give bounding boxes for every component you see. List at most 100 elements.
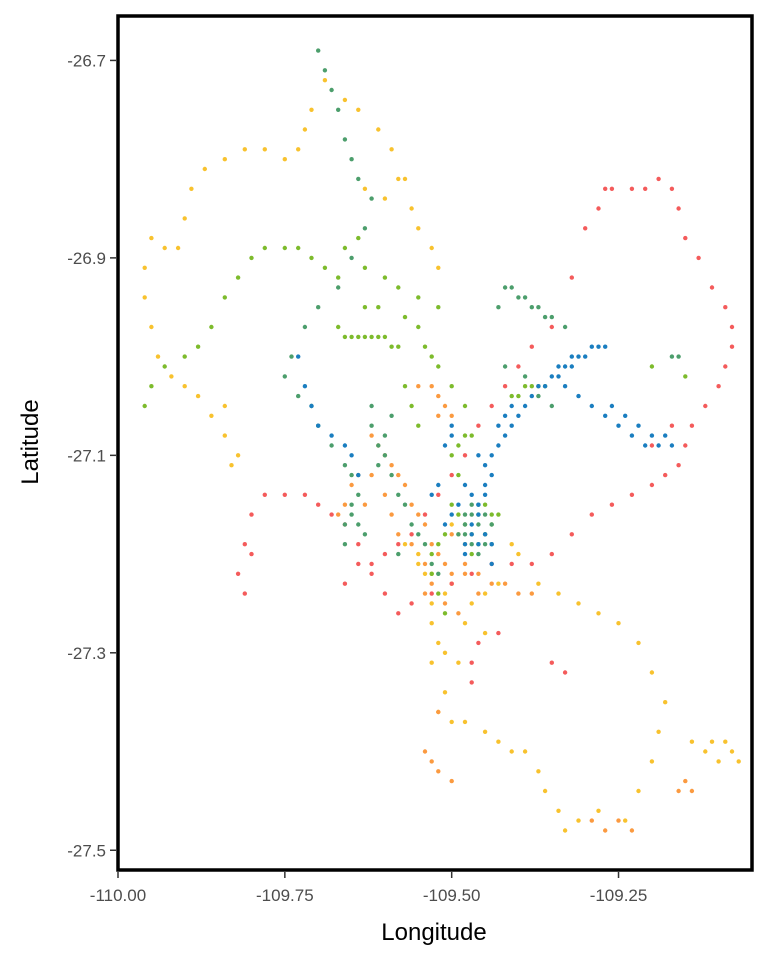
- data-point: [382, 433, 388, 438]
- data-point: [689, 788, 695, 794]
- data-point: [329, 443, 334, 448]
- data-point: [623, 818, 628, 823]
- data-point: [663, 472, 668, 478]
- data-point: [569, 364, 574, 369]
- data-point: [369, 472, 374, 478]
- data-point: [629, 492, 635, 497]
- data-point: [562, 364, 568, 369]
- data-point: [402, 542, 408, 547]
- data-point: [656, 729, 661, 734]
- data-point: [222, 295, 227, 300]
- data-point: [716, 759, 721, 764]
- data-point: [449, 453, 454, 458]
- data-point: [349, 482, 354, 488]
- data-point: [429, 581, 434, 586]
- data-point: [356, 561, 361, 567]
- data-point: [489, 561, 494, 567]
- data-point: [536, 393, 541, 399]
- data-point: [356, 176, 361, 182]
- data-point: [536, 305, 541, 310]
- data-point: [416, 551, 421, 557]
- data-point: [529, 591, 534, 596]
- y-tick-label: -27.3: [67, 644, 106, 663]
- data-point: [416, 226, 421, 231]
- data-point: [649, 670, 655, 675]
- data-point: [596, 808, 601, 813]
- y-tick-label: -27.1: [67, 446, 106, 465]
- data-point: [436, 591, 441, 596]
- data-point: [242, 591, 247, 596]
- x-tick-label: -110.00: [90, 886, 146, 905]
- data-point: [476, 453, 481, 458]
- data-point: [342, 542, 348, 547]
- data-point: [469, 542, 474, 547]
- data-point: [175, 245, 181, 251]
- data-point: [169, 374, 174, 379]
- data-point: [583, 354, 588, 359]
- data-point: [449, 423, 454, 428]
- data-point: [249, 255, 254, 261]
- data-point: [589, 403, 594, 409]
- data-point: [382, 453, 388, 458]
- data-point: [369, 561, 374, 567]
- data-point: [502, 581, 508, 586]
- data-point: [636, 423, 641, 428]
- data-point: [155, 354, 161, 359]
- data-point: [623, 413, 628, 418]
- data-point: [522, 749, 528, 754]
- data-point: [396, 344, 401, 349]
- data-point: [469, 601, 474, 606]
- x-tick-label: -109.25: [590, 886, 648, 905]
- data-point: [482, 492, 488, 497]
- data-point: [182, 354, 187, 359]
- data-point: [409, 206, 414, 211]
- data-point: [429, 571, 434, 576]
- data-point: [509, 403, 514, 409]
- data-point: [282, 492, 287, 497]
- panel-border: [116, 14, 754, 872]
- data-point: [409, 532, 414, 537]
- data-point: [596, 206, 601, 211]
- data-point: [569, 532, 574, 537]
- data-point: [509, 542, 514, 547]
- data-point: [502, 384, 508, 389]
- data-point: [349, 453, 354, 458]
- data-point: [342, 522, 348, 527]
- data-point: [629, 186, 635, 191]
- data-point: [502, 364, 508, 369]
- data-point: [342, 443, 348, 448]
- data-point: [389, 147, 394, 152]
- data-point: [529, 393, 534, 399]
- data-points: [142, 48, 741, 833]
- data-point: [296, 245, 301, 251]
- data-point: [462, 571, 468, 576]
- data-point: [549, 324, 554, 330]
- data-point: [142, 295, 147, 300]
- data-point: [422, 749, 428, 754]
- data-point: [509, 285, 514, 290]
- data-point: [436, 492, 441, 497]
- data-point: [496, 630, 501, 636]
- data-point: [536, 384, 541, 389]
- data-point: [489, 512, 494, 517]
- data-point: [142, 403, 147, 409]
- data-point: [322, 265, 328, 270]
- data-point: [529, 305, 534, 310]
- data-point: [476, 502, 481, 507]
- data-point: [436, 393, 441, 399]
- data-point: [683, 778, 688, 784]
- data-point: [422, 512, 428, 517]
- data-point: [649, 482, 655, 488]
- data-point: [442, 532, 448, 537]
- data-point: [603, 413, 608, 418]
- data-point: [262, 245, 267, 251]
- data-point: [723, 364, 728, 369]
- data-point: [362, 502, 368, 507]
- data-point: [462, 719, 468, 725]
- data-point: [316, 305, 321, 310]
- data-point: [336, 275, 341, 280]
- data-point: [429, 561, 434, 567]
- data-point: [736, 759, 741, 764]
- data-point: [382, 334, 388, 340]
